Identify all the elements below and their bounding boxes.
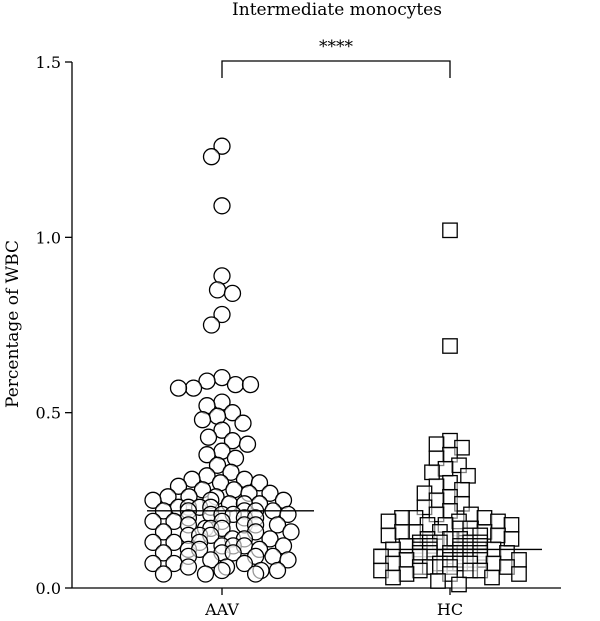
- data-point-aav: [268, 516, 287, 534]
- data-point-aav: [235, 554, 254, 573]
- data-point-hc: [380, 527, 397, 544]
- data-point-aav: [202, 316, 221, 334]
- data-point-hc: [476, 510, 493, 526]
- data-point-aav: [202, 148, 221, 166]
- chart-title: Intermediate monocytes: [232, 0, 442, 20]
- x-tick-label-aav: AAV: [204, 600, 239, 619]
- series-aav: [144, 137, 300, 583]
- y-tick-label: 0.0: [36, 579, 61, 598]
- data-point-hc: [424, 464, 440, 481]
- data-point-hc: [411, 562, 428, 579]
- bracket-line: [221, 60, 451, 78]
- series-hc: [373, 222, 527, 593]
- data-point-aav: [184, 379, 203, 397]
- data-point-aav: [246, 565, 265, 583]
- data-point-hc: [490, 513, 506, 530]
- data-point-aav: [154, 544, 173, 562]
- data-point-aav: [224, 544, 242, 562]
- x-ticks: AAV HC: [204, 588, 463, 619]
- y-tick-label: 0.5: [36, 404, 61, 423]
- data-point-aav: [193, 411, 212, 429]
- data-point-aav: [169, 477, 188, 495]
- significance-bracket: ****: [221, 37, 451, 78]
- y-ticks: 0.0 0.5 1.0 1.5: [36, 53, 72, 598]
- data-point-hc: [503, 517, 520, 533]
- data-point-hc: [394, 510, 410, 526]
- data-point-aav: [238, 435, 257, 453]
- data-point-hc: [511, 566, 527, 582]
- data-points: [144, 137, 527, 593]
- data-point-hc: [460, 467, 476, 484]
- significance-label: ****: [319, 37, 354, 57]
- data-point-hc: [398, 566, 415, 582]
- data-point-aav: [208, 281, 227, 299]
- data-point-hc: [484, 569, 500, 586]
- data-point-aav: [154, 523, 173, 541]
- data-point-aav: [165, 533, 183, 552]
- data-point-aav: [282, 523, 300, 541]
- median-lines: [147, 510, 542, 551]
- data-point-hc: [380, 513, 397, 530]
- data-point-aav: [213, 137, 231, 155]
- data-point-hc: [451, 576, 467, 593]
- data-point-aav: [144, 533, 162, 552]
- data-point-aav: [179, 558, 198, 576]
- data-point-hc: [490, 527, 506, 544]
- data-point-aav: [222, 463, 240, 481]
- data-point-hc: [398, 538, 415, 554]
- data-point-aav: [208, 456, 227, 474]
- y-tick-label: 1.0: [36, 228, 61, 247]
- data-point-hc: [398, 552, 415, 568]
- data-point-aav: [213, 561, 231, 580]
- data-point-aav: [250, 474, 269, 492]
- data-point-aav: [261, 530, 279, 548]
- data-point-aav: [241, 375, 260, 394]
- data-point-aav: [144, 491, 162, 509]
- data-point-aav: [213, 305, 231, 324]
- data-point-aav: [198, 372, 216, 390]
- data-point-aav: [144, 512, 162, 531]
- data-point-aav: [199, 428, 218, 446]
- data-point-hc: [394, 524, 410, 540]
- data-point-aav: [234, 414, 252, 432]
- data-point-hc: [485, 555, 502, 572]
- data-point-aav: [279, 551, 297, 569]
- data-point-hc: [428, 436, 445, 453]
- data-point-aav: [223, 284, 242, 303]
- y-tick-label: 1.5: [36, 53, 61, 72]
- data-point-hc: [442, 222, 458, 239]
- data-point-hc: [437, 460, 454, 477]
- data-point-hc: [442, 338, 458, 354]
- data-point-aav: [144, 554, 162, 573]
- data-point-aav: [268, 561, 287, 580]
- data-point-hc: [385, 569, 401, 586]
- data-point-aav: [154, 565, 173, 583]
- x-tick-label-hc: HC: [437, 600, 463, 619]
- data-point-aav: [183, 470, 201, 488]
- data-point-hc: [503, 531, 520, 547]
- data-point-aav: [261, 484, 279, 502]
- data-point-aav: [213, 421, 231, 439]
- data-point-aav: [169, 379, 188, 397]
- data-point-aav: [226, 375, 245, 394]
- data-point-aav: [196, 565, 215, 583]
- data-point-aav: [198, 446, 216, 464]
- data-point-hc: [430, 573, 446, 589]
- y-axis-label: Percentage of WBC: [3, 240, 23, 408]
- data-point-aav: [213, 197, 231, 215]
